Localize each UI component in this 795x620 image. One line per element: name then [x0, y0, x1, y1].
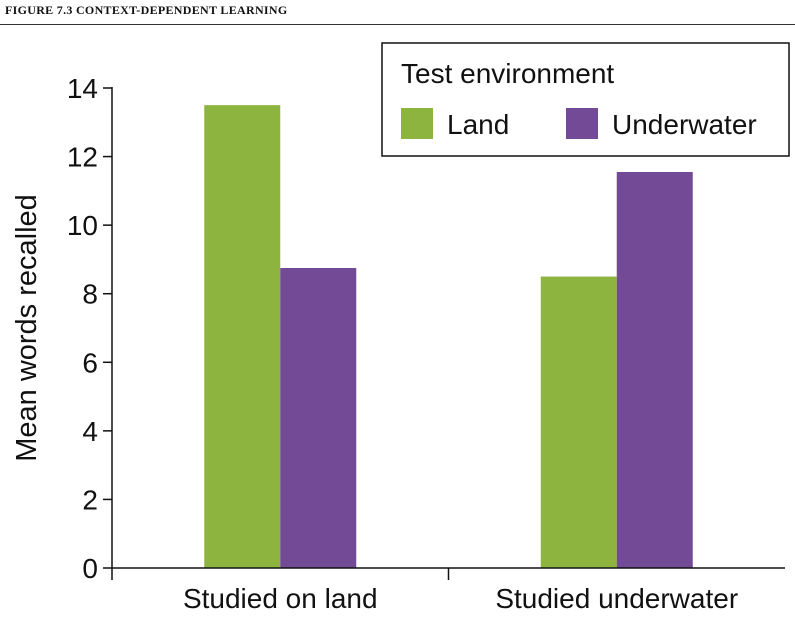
y-tick-label: 14 [67, 73, 98, 104]
bar-land [204, 105, 281, 569]
y-tick-label: 0 [82, 553, 98, 584]
y-tick-label: 2 [82, 484, 98, 515]
x-category-label: Studied underwater [495, 583, 738, 614]
y-tick-label: 8 [82, 279, 98, 310]
legend-swatch-underwater [566, 108, 598, 139]
y-axis-label: Mean words recalled [11, 194, 43, 462]
y-ticks: 0 2 4 6 8 10 12 14 [67, 73, 112, 584]
y-tick-label: 12 [67, 142, 98, 173]
y-tick-label: 10 [67, 210, 98, 241]
bar-land [540, 276, 617, 568]
x-ticks: Studied on land Studied underwater [111, 568, 738, 614]
figure-title: FIGURE 7.3 CONTEXT-DEPENDENT LEARNING [5, 3, 288, 17]
legend-title: Test environment [401, 58, 614, 89]
legend: Test environment Land Underwater [381, 42, 790, 157]
legend-swatch-land [401, 108, 433, 139]
title-divider [0, 24, 795, 25]
bars-layer [204, 105, 693, 569]
legend-label: Underwater [612, 109, 757, 140]
x-category-label: Studied on land [183, 583, 378, 614]
legend-items: Land Underwater [401, 108, 757, 140]
bar-underwater [616, 172, 693, 568]
y-tick-label: 6 [82, 347, 98, 378]
bar-underwater [280, 268, 357, 568]
y-tick-label: 4 [82, 416, 98, 447]
legend-label: Land [447, 109, 509, 140]
